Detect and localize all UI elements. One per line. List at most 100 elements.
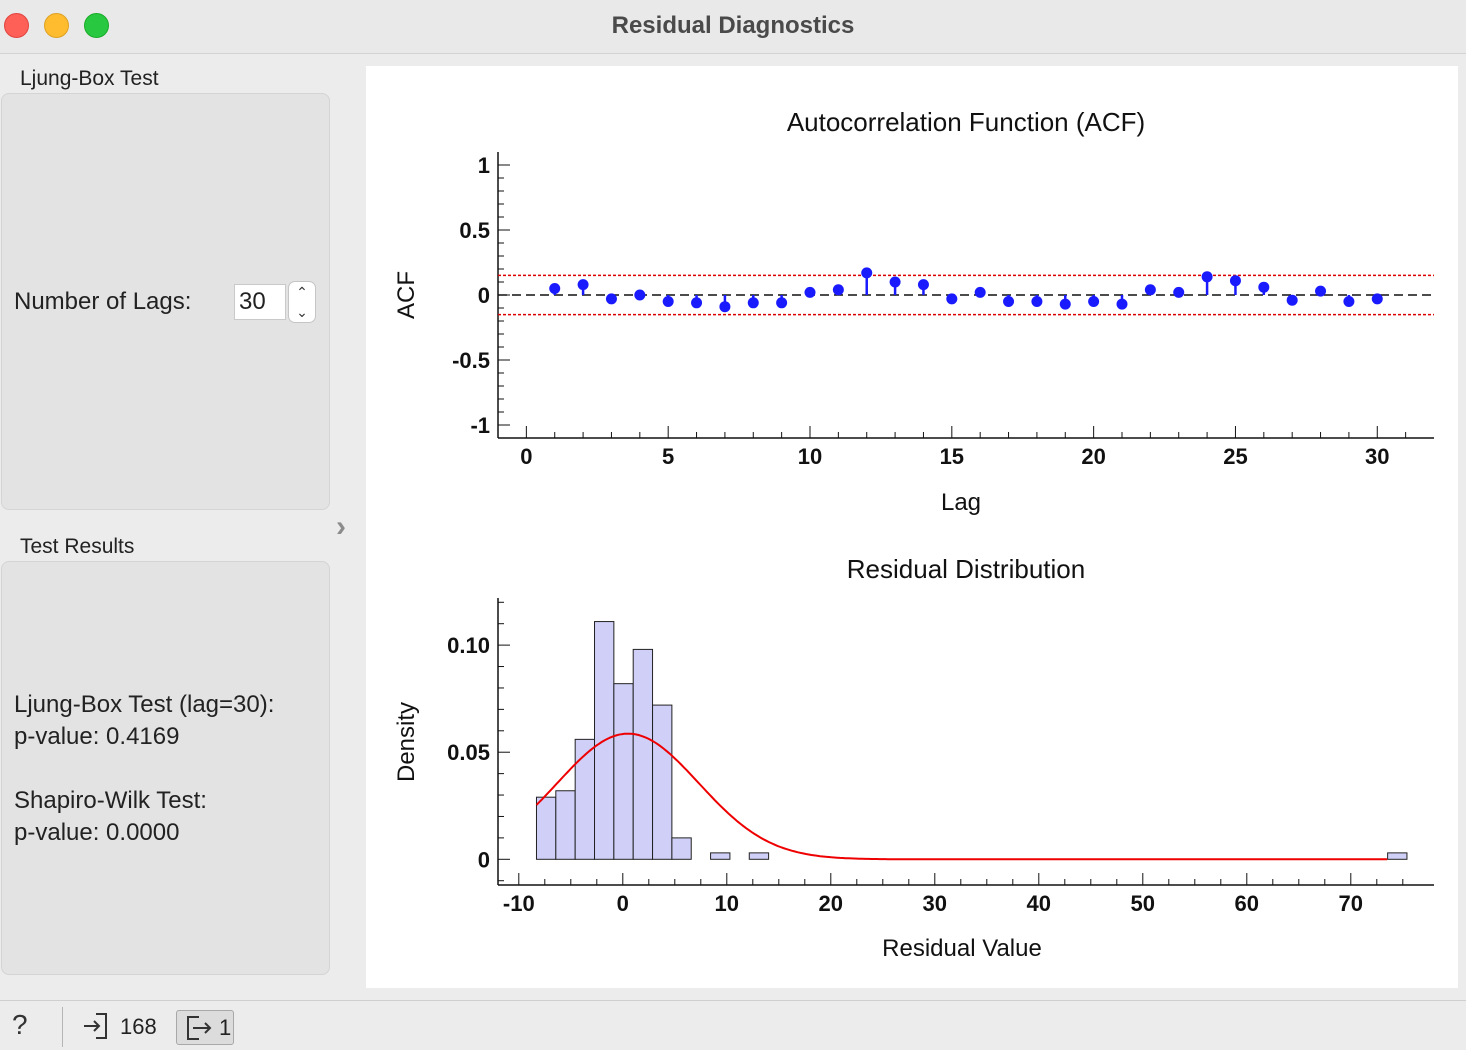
histogram-bar: [652, 704, 673, 860]
chevron-down-icon[interactable]: ⌄: [296, 304, 308, 320]
acf-point: [605, 293, 617, 305]
acf-point: [1173, 286, 1185, 298]
histogram-bar: [671, 837, 692, 860]
acf-point: [804, 286, 816, 298]
histogram-x-tick-label: 10: [715, 891, 739, 916]
chevron-up-icon[interactable]: ⌃: [296, 284, 308, 300]
acf-x-tick-label: 30: [1365, 444, 1389, 469]
acf-x-tick-label: 15: [940, 444, 964, 469]
histogram-x-axis-label: Residual Value: [882, 935, 1042, 962]
acf-point: [832, 284, 844, 296]
acf-point: [1031, 296, 1043, 307]
acf-point: [1144, 284, 1156, 296]
title-bar: Residual Diagnostics: [0, 0, 1466, 54]
ljung-box-pvalue: p-value: 0.4169: [14, 723, 180, 750]
number-of-lags-stepper[interactable]: ⌃ ⌄: [288, 281, 316, 323]
ljung-box-group-label: Ljung-Box Test: [20, 67, 159, 90]
histogram-y-axis-label: Density: [393, 702, 420, 782]
histogram-bar: [613, 683, 634, 860]
histogram-bar: [710, 852, 731, 860]
acf-chart-title: Autocorrelation Function (ACF): [787, 107, 1145, 137]
histogram-x-tick-label: 20: [819, 891, 843, 916]
residual-distribution-chart: Residual Distribution 0 0.05 0.10 -10 0 10 20 30…: [393, 554, 1434, 962]
acf-x-axis-label: Lag: [941, 489, 981, 516]
test-results-group: [1, 561, 330, 975]
acf-point: [634, 289, 646, 301]
acf-x-tick-label: 10: [798, 444, 822, 469]
acf-point: [1088, 296, 1100, 307]
acf-point: [1059, 298, 1071, 310]
shapiro-wilk-result-line: Shapiro-Wilk Test:: [14, 787, 207, 814]
output-icon: [187, 1016, 212, 1040]
histogram-y-tick-label: 0.10: [447, 633, 490, 658]
acf-point: [861, 267, 873, 279]
close-window-button[interactable]: [4, 13, 29, 38]
number-of-lags-input[interactable]: [234, 284, 286, 320]
histogram-bar: [535, 796, 557, 860]
help-icon[interactable]: ?: [12, 1009, 28, 1040]
histogram-x-tick-label: 70: [1339, 891, 1363, 916]
histogram-bar: [632, 648, 654, 860]
output-count: 1: [219, 1015, 232, 1040]
normal-fit-curve: [535, 732, 1388, 861]
acf-point: [1116, 298, 1128, 310]
histogram-x-tick-label: 50: [1131, 891, 1155, 916]
histogram-y-tick-label: 0: [478, 847, 490, 872]
histogram-y-tick-label: 0.05: [447, 740, 490, 765]
acf-point: [1371, 293, 1383, 305]
acf-y-tick-label: 1: [478, 153, 490, 178]
acf-point: [1343, 296, 1355, 307]
acf-point: [747, 297, 759, 309]
acf-x-tick-label: 0: [520, 444, 532, 469]
acf-y-axis-label: ACF: [393, 271, 420, 319]
histogram-bar: [748, 852, 770, 860]
number-of-lags-label: Number of Lags:: [14, 288, 192, 315]
histogram-chart-title: Residual Distribution: [847, 554, 1085, 584]
zoom-window-button[interactable]: [84, 13, 109, 38]
histogram-bar: [555, 790, 576, 860]
acf-point: [1201, 271, 1213, 283]
acf-y-tick-label: -1: [470, 413, 490, 438]
status-divider: [62, 1007, 63, 1047]
acf-point: [1258, 281, 1270, 293]
shapiro-wilk-pvalue: p-value: 0.0000: [14, 819, 180, 846]
acf-point: [889, 276, 901, 288]
output-button[interactable]: 1: [176, 1010, 234, 1045]
acf-point: [974, 286, 986, 298]
acf-point: [719, 301, 731, 313]
acf-y-tick-label: -0.5: [452, 348, 490, 373]
test-results-group-label: Test Results: [20, 535, 135, 558]
acf-y-tick-label: 0.5: [459, 218, 490, 243]
acf-point: [691, 297, 703, 309]
chevron-right-icon[interactable]: ›: [336, 510, 346, 543]
histogram-bar: [1387, 852, 1408, 860]
ljung-box-result-line: Ljung-Box Test (lag=30):: [14, 691, 275, 718]
window-title: Residual Diagnostics: [611, 12, 855, 39]
histogram-x-tick-label: 0: [617, 891, 629, 916]
acf-point: [1315, 285, 1327, 297]
acf-point: [549, 283, 561, 294]
acf-x-tick-label: 20: [1081, 444, 1105, 469]
acf-x-tick-label: 5: [662, 444, 674, 469]
histogram-bar: [574, 738, 596, 860]
input-count: 168: [120, 1014, 157, 1039]
acf-point: [1003, 296, 1015, 307]
histogram-x-tick-label: 60: [1235, 891, 1259, 916]
acf-point: [577, 279, 589, 291]
status-bar: ? 168 1: [0, 1000, 1466, 1050]
acf-point: [917, 279, 929, 291]
acf-point: [1286, 294, 1298, 306]
acf-chart: Autocorrelation Function (ACF) 1 0.5 0 -0.5 -…: [393, 107, 1434, 516]
acf-point: [1229, 275, 1241, 287]
acf-point: [946, 293, 958, 305]
histogram-x-tick-label: -10: [503, 891, 535, 916]
minimize-window-button[interactable]: [44, 13, 69, 38]
plot-area: Autocorrelation Function (ACF) 1 0.5 0 -0.5 -…: [366, 66, 1458, 988]
acf-x-tick-label: 25: [1223, 444, 1247, 469]
histogram-x-tick-label: 30: [923, 891, 947, 916]
histogram-x-tick-label: 40: [1027, 891, 1051, 916]
acf-point: [662, 296, 674, 307]
acf-y-tick-label: 0: [478, 283, 490, 308]
input-icon: [84, 1013, 107, 1039]
acf-point: [776, 297, 788, 309]
